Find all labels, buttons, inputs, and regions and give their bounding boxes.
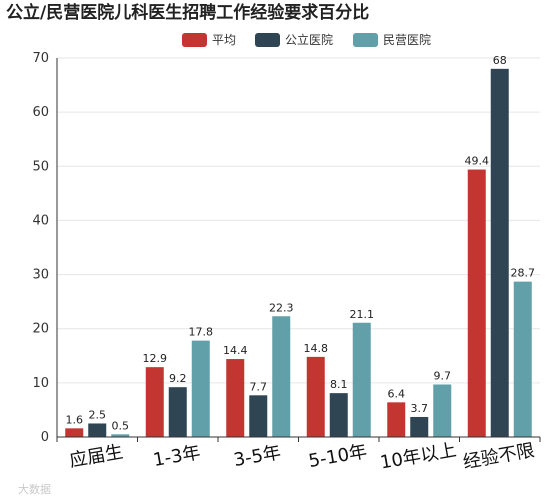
legend-item[interactable]: 公立医院	[255, 32, 333, 47]
grid-lines	[57, 57, 540, 384]
data-label: 8.1	[330, 378, 348, 391]
bar[interactable]	[387, 402, 406, 437]
y-tick-label: 60	[32, 105, 49, 120]
y-tick-label: 40	[32, 213, 49, 228]
bar[interactable]	[433, 384, 452, 437]
legend-swatch	[255, 33, 280, 47]
bar[interactable]	[272, 316, 291, 437]
data-label: 7.7	[250, 380, 268, 393]
y-tick-label: 70	[32, 51, 49, 66]
legend-item[interactable]: 民营医院	[353, 33, 431, 47]
x-axis: 应届生 1-3年 3-5年 5-10年 10年以上 经验不限	[56, 436, 541, 474]
legend[interactable]: 平均 公立医院 民营医院	[182, 32, 431, 47]
y-tick-label: 0	[41, 430, 49, 445]
legend-label: 公立医院	[285, 32, 333, 47]
bar[interactable]	[352, 322, 371, 437]
data-label: 28.7	[511, 267, 536, 280]
bar[interactable]	[467, 169, 486, 437]
data-label: 9.7	[434, 369, 452, 382]
y-tick-label: 10	[32, 376, 49, 391]
x-tick-label: 经验不限	[462, 440, 537, 473]
y-tick-label: 20	[32, 322, 49, 337]
bar[interactable]	[410, 416, 429, 437]
data-label: 3.7	[411, 402, 429, 415]
legend-item[interactable]: 平均	[182, 33, 236, 47]
data-label: 49.4	[465, 155, 490, 168]
x-tick-label: 1-3年	[152, 442, 202, 471]
data-label: 2.5	[89, 408, 107, 421]
data-label: 21.1	[350, 308, 375, 321]
bar[interactable]	[490, 68, 509, 437]
legend-swatch	[353, 33, 378, 47]
bar[interactable]	[88, 423, 107, 437]
x-tick-label: 3-5年	[232, 442, 282, 471]
data-label: 6.4	[388, 387, 406, 400]
bar[interactable]	[306, 356, 325, 437]
data-label: 9.2	[169, 372, 187, 385]
y-tick-label: 50	[32, 159, 49, 174]
legend-label: 民营医院	[383, 33, 431, 47]
data-label: 14.4	[223, 344, 248, 357]
bar[interactable]	[191, 340, 210, 437]
x-tick-label: 5-10年	[307, 441, 369, 472]
bar[interactable]	[329, 393, 348, 437]
x-tick-label: 应届生	[68, 442, 125, 472]
legend-label: 平均	[212, 33, 236, 47]
x-tick-label: 10年以上	[379, 440, 458, 474]
bar[interactable]	[111, 434, 130, 437]
data-label: 0.5	[112, 419, 130, 432]
data-labels: 1.6 12.9 14.4 14.8 6.4 49.4 2.5 9.2 7.7 8.1 3.7 68 0…	[66, 54, 536, 432]
watermark: 大数据	[18, 482, 51, 496]
data-label: 14.8	[304, 342, 329, 355]
data-label: 1.6	[66, 413, 84, 426]
y-tick-label: 30	[32, 268, 49, 283]
chart-title: 公立/民营医院儿科医生招聘工作经验要求百分比	[6, 2, 369, 23]
bar[interactable]	[226, 359, 245, 437]
bars	[65, 68, 532, 437]
data-label: 68	[493, 54, 507, 67]
bar[interactable]	[249, 395, 268, 437]
bar[interactable]	[65, 428, 84, 437]
bar[interactable]	[513, 281, 532, 437]
y-axis: 0 10 20 30 40 50 60 70	[32, 51, 58, 445]
data-label: 22.3	[269, 301, 294, 314]
bar[interactable]	[168, 387, 187, 437]
bar[interactable]	[145, 367, 164, 437]
data-label: 12.9	[143, 352, 168, 365]
legend-swatch	[182, 33, 207, 47]
data-label: 17.8	[189, 326, 214, 339]
